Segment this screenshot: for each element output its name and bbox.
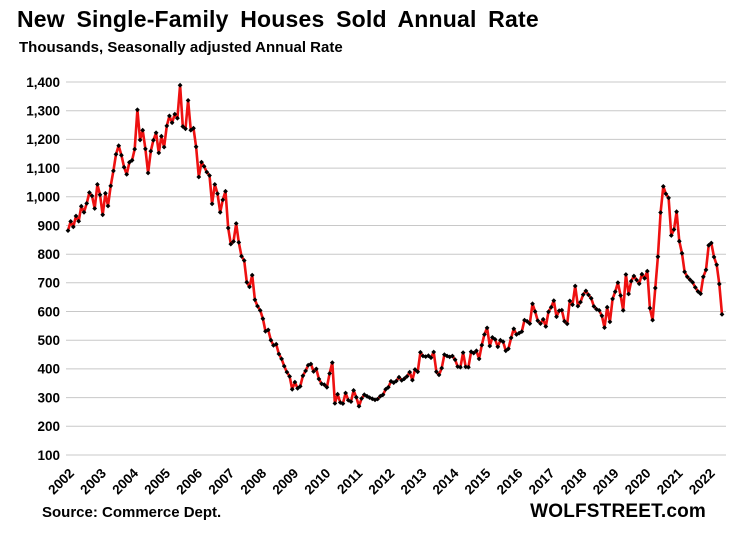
svg-text:1,100: 1,100 — [26, 161, 60, 176]
svg-text:2017: 2017 — [526, 466, 558, 498]
svg-text:300: 300 — [37, 390, 60, 405]
svg-text:2016: 2016 — [494, 465, 526, 497]
svg-text:2020: 2020 — [622, 466, 654, 498]
svg-text:2022: 2022 — [686, 466, 718, 498]
svg-text:2011: 2011 — [334, 465, 366, 497]
svg-text:200: 200 — [37, 419, 60, 434]
svg-text:2021: 2021 — [654, 465, 686, 497]
source-note: Source: Commerce Dept. — [42, 504, 222, 521]
svg-text:2007: 2007 — [205, 466, 237, 498]
svg-text:2019: 2019 — [590, 466, 622, 498]
svg-text:2005: 2005 — [141, 465, 173, 497]
svg-text:2008: 2008 — [237, 465, 269, 497]
svg-text:2010: 2010 — [302, 466, 334, 498]
svg-text:2014: 2014 — [430, 465, 462, 497]
branding-wolfstreet: WOLFSTREET.com — [530, 501, 706, 522]
svg-text:400: 400 — [37, 362, 60, 377]
chart-title: New Single-Family Houses Sold Annual Rat… — [17, 6, 539, 32]
svg-text:700: 700 — [37, 276, 60, 291]
x-axis-tick-labels: 2002 2003 2004 2005 2006 2007 2008 2009 2010 2011… — [45, 465, 718, 497]
svg-text:2002: 2002 — [45, 466, 77, 498]
svg-text:2012: 2012 — [366, 466, 398, 498]
svg-text:2009: 2009 — [269, 466, 301, 498]
svg-text:2015: 2015 — [462, 465, 494, 497]
data-series — [65, 82, 725, 409]
svg-text:100: 100 — [37, 448, 60, 463]
svg-text:2004: 2004 — [109, 465, 141, 497]
svg-text:900: 900 — [37, 218, 60, 233]
y-axis-tick-labels: 100 200 300 400 500 600 700 800 900 1,000 1,100 1,2… — [26, 75, 60, 463]
svg-text:2006: 2006 — [173, 465, 205, 497]
svg-text:1,300: 1,300 — [26, 104, 60, 119]
svg-text:800: 800 — [37, 247, 60, 262]
svg-text:2013: 2013 — [398, 465, 430, 497]
svg-text:500: 500 — [37, 333, 60, 348]
svg-text:1,200: 1,200 — [26, 132, 60, 147]
svg-text:600: 600 — [37, 304, 60, 319]
chart-subtitle: Thousands, Seasonally adjusted Annual Ra… — [19, 39, 343, 56]
svg-text:1,400: 1,400 — [26, 75, 60, 90]
svg-text:2018: 2018 — [558, 465, 590, 497]
svg-text:1,000: 1,000 — [26, 190, 60, 205]
gridlines-group — [66, 81, 726, 456]
svg-text:2003: 2003 — [77, 465, 109, 497]
